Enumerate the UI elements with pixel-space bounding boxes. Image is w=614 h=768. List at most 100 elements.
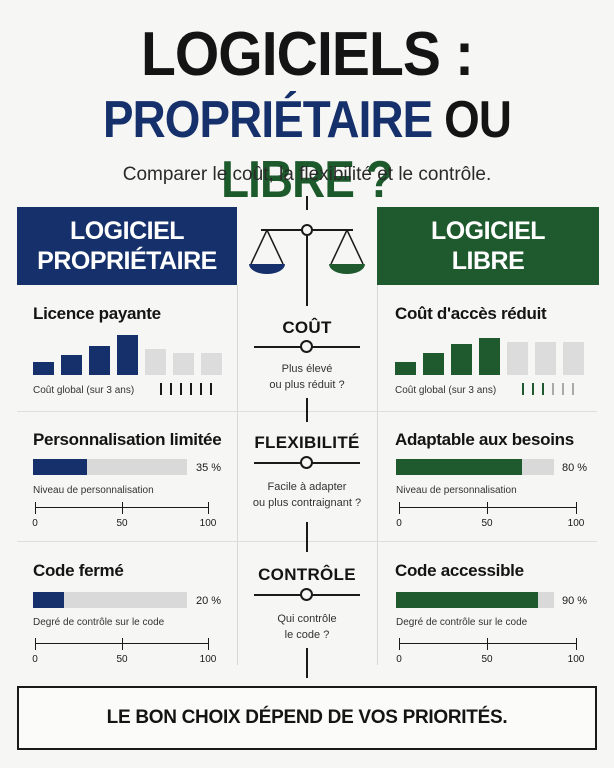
cost-bar: [145, 349, 166, 375]
cost-tick: [210, 383, 212, 395]
cost-right-title: Coût d'accès réduit: [395, 304, 547, 323]
axis-label-0: 0: [32, 654, 38, 665]
cost-bar: [451, 344, 472, 375]
cost-tick: [532, 383, 534, 395]
cost-bar: [173, 353, 194, 375]
axis-label-50: 50: [116, 654, 128, 665]
cost-tick: [522, 383, 524, 395]
center-line-2: [306, 398, 308, 422]
cost-bar: [507, 342, 528, 375]
control-right-fill: [396, 592, 539, 608]
control-left-value: 20 %: [196, 595, 222, 607]
control-center-desc-line2: le code ?: [284, 629, 330, 641]
cost-bar: [33, 362, 54, 375]
cost-bar: [201, 353, 222, 375]
flex-right-value: 80 %: [562, 462, 588, 474]
axis-tick: [35, 502, 36, 514]
control-right-track: [396, 592, 554, 608]
cost-tick: [200, 383, 202, 395]
cost-tick: [562, 383, 564, 395]
control-right-axis: 0 50 100: [396, 638, 584, 665]
axis-label-50: 50: [116, 518, 128, 529]
header-proprietary: LOGICIEL PROPRIÉTAIRE: [17, 207, 237, 285]
cost-right-ticks: [522, 383, 582, 395]
cost-left-bars: [33, 331, 223, 375]
axis-tick: [122, 638, 123, 650]
cost-right-caption: Coût global (sur 3 ans): [395, 385, 497, 396]
control-left-caption: Degré de contrôle sur le code: [33, 617, 165, 628]
control-right-caption: Degré de contrôle sur le code: [396, 617, 528, 628]
control-slider-knob: [300, 588, 313, 601]
cost-left-caption: Coût global (sur 3 ans): [33, 385, 135, 396]
control-center-desc-line1: Qui contrôle: [277, 613, 337, 625]
axis-tick: [399, 502, 400, 514]
flex-center-title: FLEXIBILITÉ: [254, 433, 360, 452]
cost-center-desc: Plus élevé ou plus réduit ?: [230, 361, 384, 393]
title-ou: OU: [444, 91, 512, 149]
axis-label-50: 50: [481, 654, 493, 665]
control-center-desc: Qui contrôle le code ?: [230, 611, 384, 643]
header-proprietary-line2: PROPRIÉTAIRE: [37, 247, 217, 275]
axis-label-100: 100: [567, 654, 585, 665]
cost-bar: [423, 353, 444, 375]
control-right-title: Code accessible: [395, 561, 524, 580]
cost-bar: [117, 335, 138, 375]
center-line-3: [306, 522, 308, 552]
flex-left-axis: 0 50 100: [32, 502, 216, 529]
header-proprietary-line1: LOGICIEL: [69, 217, 185, 245]
cost-right-bars: [395, 331, 585, 375]
axis-label-0: 0: [32, 518, 38, 529]
cost-center-desc-line2: ou plus réduit ?: [269, 379, 345, 391]
cost-bar: [535, 342, 556, 375]
axis-tick: [35, 638, 36, 650]
flex-left-title: Personnalisation limitée: [33, 430, 222, 449]
footer-banner: LE BON CHOIX DÉPEND DE VOS PRIORITÉS.: [17, 686, 597, 750]
cost-bar: [479, 338, 500, 375]
subtitle: Comparer le coût, la flexibilité et le c…: [122, 164, 492, 185]
center-line-4: [306, 648, 308, 678]
flex-slider-knob: [300, 456, 313, 469]
control-left-title: Code fermé: [33, 561, 124, 580]
cost-bar: [61, 355, 82, 375]
cost-left-ticks: [160, 383, 220, 395]
flex-center-desc-line2: ou plus contraignant ?: [252, 497, 362, 509]
axis-tick: [487, 638, 488, 650]
cost-tick: [190, 383, 192, 395]
flex-left-value: 35 %: [196, 462, 222, 474]
control-left-fill: [33, 592, 64, 608]
page-title: LOGICIELS :: [140, 20, 474, 89]
axis-label-0: 0: [396, 654, 402, 665]
axis-label-50: 50: [481, 518, 493, 529]
axis-label-100: 100: [199, 518, 217, 529]
center-line-1: [306, 236, 308, 306]
cost-slider-knob: [300, 340, 313, 353]
flex-center-desc-line1: Facile à adapter: [267, 481, 347, 493]
flex-right-fill: [396, 459, 523, 475]
axis-tick: [399, 638, 400, 650]
flex-left-caption: Niveau de personnalisation: [33, 485, 154, 496]
flex-right-title: Adaptable aux besoins: [395, 430, 574, 449]
cost-tick: [160, 383, 162, 395]
title-proprietaire: PROPRIÉTAIRE: [102, 91, 433, 149]
flex-right-track: [396, 459, 554, 475]
cost-center-title: COÛT: [282, 318, 332, 337]
control-left-axis: 0 50 100: [32, 638, 216, 665]
axis-tick: [576, 502, 577, 514]
flex-left-track: [33, 459, 187, 475]
axis-tick: [487, 502, 488, 514]
cost-bar: [563, 342, 584, 375]
cost-tick: [542, 383, 544, 395]
flex-left-fill: [33, 459, 87, 475]
cost-bar: [395, 362, 416, 375]
cost-tick: [572, 383, 574, 395]
page-title-line2: PROPRIÉTAIRE OU LIBRE ?: [37, 90, 577, 210]
cost-center-desc-line1: Plus élevé: [281, 363, 333, 375]
cost-tick: [552, 383, 554, 395]
cost-bar: [89, 346, 110, 375]
axis-label-100: 100: [199, 654, 217, 665]
flex-right-axis: 0 50 100: [396, 502, 584, 529]
header-libre: LOGICIEL LIBRE: [377, 207, 599, 285]
axis-tick: [576, 638, 577, 650]
header-libre-line2: LIBRE: [451, 247, 525, 275]
cost-left-title: Licence payante: [33, 304, 161, 323]
